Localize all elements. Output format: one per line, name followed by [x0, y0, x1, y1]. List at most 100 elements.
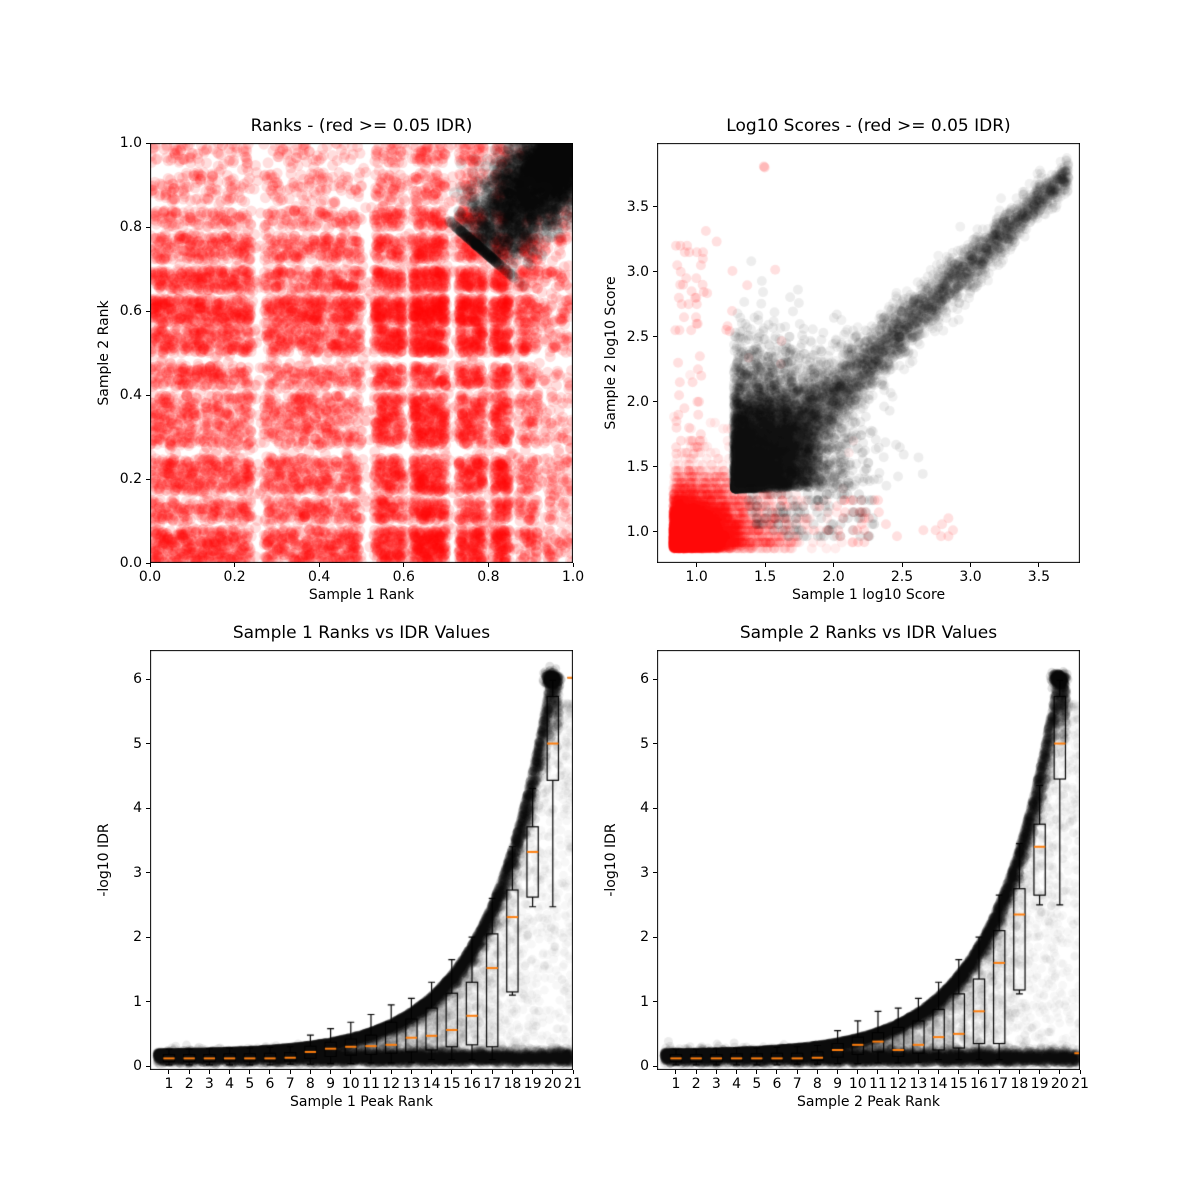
x-tick-label: 15 — [949, 1076, 968, 1092]
x-tick-mark — [269, 1070, 271, 1074]
y-axis-label: Sample 2 log10 Score — [603, 276, 619, 430]
x-tick-label: 14 — [929, 1076, 948, 1092]
x-tick-mark — [1038, 563, 1040, 567]
x-tick-mark — [487, 563, 489, 567]
y-tick-label: 6 — [133, 671, 142, 688]
y-tick-mark — [146, 1065, 150, 1067]
x-tick-mark — [695, 1070, 697, 1074]
y-axis-label: -log10 IDR — [96, 823, 112, 897]
x-tick-label: 0.0 — [138, 569, 162, 585]
x-tick-label: 16 — [463, 1076, 481, 1092]
y-tick-mark — [146, 394, 150, 396]
x-tick-label: 13 — [402, 1076, 421, 1092]
y-tick-label: 3 — [133, 864, 142, 881]
x-tick-mark — [552, 1070, 554, 1074]
y-tick-label: 2 — [640, 929, 649, 946]
plot-title: Sample 1 Ranks vs IDR Values — [232, 623, 491, 643]
y-tick-mark — [146, 226, 150, 228]
plot-title: Log10 Scores - (red >= 0.05 IDR) — [726, 116, 1011, 136]
x-tick-label: 18 — [1010, 1076, 1029, 1092]
x-tick-label: 21 — [1071, 1076, 1089, 1092]
y-tick-mark — [653, 531, 657, 533]
x-tick-mark — [901, 563, 903, 567]
x-tick-mark — [511, 1070, 513, 1074]
x-tick-mark — [208, 1070, 210, 1074]
x-tick-mark — [938, 1070, 940, 1074]
x-tick-label: 1.0 — [685, 569, 708, 585]
x-tick-mark — [532, 1070, 534, 1074]
y-tick-mark — [653, 401, 657, 403]
x-tick-mark — [796, 1070, 798, 1074]
x-tick-mark — [309, 1070, 311, 1074]
x-tick-mark — [149, 563, 151, 567]
x-tick-label: 17 — [990, 1076, 1009, 1092]
x-tick-label: 5 — [245, 1076, 255, 1092]
y-tick-mark — [146, 872, 150, 874]
x-tick-mark — [833, 563, 835, 567]
x-tick-label: 20 — [543, 1076, 562, 1092]
y-tick-mark — [146, 936, 150, 938]
y-tick-mark — [146, 142, 150, 144]
x-tick-mark — [736, 1070, 738, 1074]
y-tick-mark — [653, 936, 657, 938]
x-tick-label: 2 — [691, 1076, 701, 1092]
y-tick-label: 1.5 — [626, 458, 649, 475]
x-tick-label: 15 — [442, 1076, 461, 1092]
y-tick-label: 0 — [133, 1058, 142, 1075]
x-tick-label: 1 — [164, 1076, 174, 1092]
x-tick-label: 2.5 — [890, 569, 914, 585]
y-tick-mark — [653, 743, 657, 745]
x-axis-label: Sample 1 Rank — [308, 587, 415, 603]
x-tick-label: 19 — [1030, 1076, 1049, 1092]
x-tick-mark — [572, 563, 574, 567]
x-tick-label: 2 — [184, 1076, 194, 1092]
x-tick-mark — [969, 563, 971, 567]
x-tick-label: 11 — [362, 1076, 380, 1092]
subplot-ranks: Ranks - (red >= 0.05 IDR) Sample 2 Rank … — [96, 116, 584, 603]
x-tick-label: 3.0 — [959, 569, 982, 585]
x-tick-mark — [403, 563, 405, 567]
y-tick-label: 3.5 — [626, 198, 649, 215]
x-tick-mark — [410, 1070, 412, 1074]
x-tick-label: 11 — [869, 1076, 887, 1092]
x-tick-label: 5 — [752, 1076, 762, 1092]
x-tick-label: 4 — [225, 1076, 235, 1092]
y-tick-mark — [146, 678, 150, 680]
x-tick-mark — [451, 1070, 453, 1074]
ranks-scatter-canvas — [150, 143, 573, 563]
y-tick-label: 2.0 — [626, 393, 649, 410]
y-tick-label: 2 — [133, 929, 142, 946]
x-tick-mark — [998, 1070, 1000, 1074]
y-tick-label: 1 — [133, 993, 142, 1010]
x-tick-label: 0.4 — [308, 569, 331, 585]
x-tick-mark — [837, 1070, 839, 1074]
y-tick-mark — [653, 336, 657, 338]
x-tick-label: 9 — [833, 1076, 843, 1092]
x-tick-mark — [289, 1070, 291, 1074]
x-tick-mark — [1059, 1070, 1061, 1074]
x-tick-mark — [675, 1070, 677, 1074]
x-tick-mark — [1039, 1070, 1041, 1074]
x-tick-mark — [229, 1070, 231, 1074]
x-tick-label: 18 — [503, 1076, 522, 1092]
x-tick-mark — [877, 1070, 879, 1074]
x-tick-mark — [857, 1070, 859, 1074]
y-tick-label: 3.0 — [626, 263, 649, 280]
x-tick-label: 10 — [848, 1076, 867, 1092]
x-tick-label: 19 — [523, 1076, 542, 1092]
x-tick-mark — [370, 1070, 372, 1074]
y-tick-mark — [653, 466, 657, 468]
x-tick-label: 0.2 — [223, 569, 246, 585]
x-tick-label: 0.6 — [392, 569, 415, 585]
x-tick-mark — [776, 1070, 778, 1074]
subplot-sample2-idr: Sample 2 Ranks vs IDR Values -log10 IDR … — [603, 623, 1089, 1110]
x-tick-mark — [318, 563, 320, 567]
y-tick-label: 5 — [133, 735, 142, 752]
x-tick-mark — [756, 1070, 758, 1074]
x-tick-label: 1.5 — [754, 569, 777, 585]
x-tick-label: 14 — [422, 1076, 441, 1092]
y-tick-mark — [146, 562, 150, 564]
x-tick-label: 1.0 — [561, 569, 585, 585]
x-axis-label: Sample 2 Peak Rank — [797, 1094, 940, 1110]
